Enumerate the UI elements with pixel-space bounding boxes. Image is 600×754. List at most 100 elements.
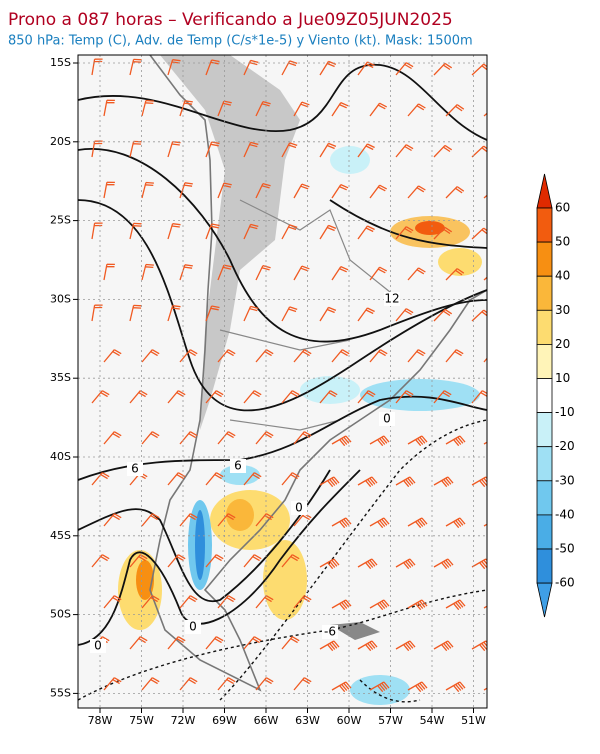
wind-barb	[167, 554, 186, 568]
colorbar-cap	[536, 582, 553, 618]
colorbar-box	[536, 378, 553, 413]
colorbar-label: -40	[555, 507, 575, 521]
wind-barb	[179, 264, 193, 281]
contour-label: 0	[295, 501, 303, 515]
wind-barb	[407, 267, 426, 281]
wind-barb	[243, 636, 262, 650]
wind-barb	[91, 140, 103, 158]
wind-barb	[129, 304, 142, 322]
wind-barb	[141, 513, 160, 527]
wind-barb	[471, 640, 487, 652]
wind-barb	[319, 60, 337, 76]
lat-label: 20S	[50, 135, 71, 148]
wind-barb	[205, 554, 224, 568]
wind-barb	[395, 640, 416, 652]
wind-barb	[407, 185, 426, 199]
wind-barb	[369, 681, 390, 693]
wind-barb	[281, 472, 300, 486]
lon-label: 54W	[420, 714, 445, 727]
wind-barb	[445, 349, 464, 363]
wind-barb	[293, 183, 310, 199]
wind-barb	[357, 225, 375, 240]
wind-barb	[255, 264, 271, 281]
contour-label-bg	[127, 462, 143, 476]
wind-barb	[357, 143, 375, 158]
wind-barb	[179, 595, 198, 609]
contour-label: 0	[189, 620, 197, 634]
wind-barb	[255, 349, 274, 363]
wind-barb	[141, 263, 154, 281]
wind-barb	[407, 349, 426, 363]
wind-barb	[407, 681, 428, 693]
wind-barb	[395, 476, 416, 488]
colorbar-label: -10	[555, 405, 575, 419]
wind-barb	[129, 636, 148, 650]
wind-barb	[331, 349, 350, 363]
wind-barb	[293, 677, 312, 691]
wind-barb	[91, 58, 103, 76]
advection-area	[415, 221, 445, 235]
colorbar-box	[536, 275, 553, 311]
wind-barb	[293, 101, 310, 117]
wind-barb	[243, 141, 259, 158]
wind-barb	[217, 513, 236, 527]
wind-barb	[331, 184, 349, 199]
wind-barb	[369, 517, 390, 529]
wind-barb	[319, 142, 337, 158]
wind-barb	[433, 558, 454, 570]
wind-barb	[243, 390, 262, 404]
wind-barb	[433, 308, 453, 322]
wind-barb	[281, 390, 300, 404]
wind-barb	[369, 266, 388, 281]
wind-barb	[445, 186, 465, 199]
lon-label: 69W	[212, 714, 237, 727]
lat-label: 55S	[50, 686, 71, 699]
wind-barb	[433, 226, 453, 240]
contour-label-bg	[322, 625, 338, 639]
wind-barb	[319, 558, 340, 570]
wind-barb	[281, 224, 298, 240]
wind-barb	[179, 100, 193, 117]
wind-barb	[369, 102, 388, 117]
wind-barb	[217, 100, 232, 117]
wind-barb	[217, 595, 236, 609]
wind-barb	[217, 349, 236, 363]
wind-barb	[369, 599, 390, 611]
wind-barb	[319, 476, 340, 488]
contour-label-bg	[185, 620, 201, 634]
wind-barb	[471, 558, 487, 570]
wind-barb	[141, 99, 154, 117]
colorbar: 60 50 40 30 20 10 -10 -20 -30 -40 -50 -60	[536, 173, 575, 618]
wind-barb	[205, 390, 224, 404]
wind-barb	[433, 476, 454, 488]
colorbar-label: 30	[555, 303, 570, 317]
map-frame	[77, 54, 488, 709]
wind-barb	[483, 112, 487, 117]
wind-barb	[331, 517, 352, 529]
colorbar-box	[536, 207, 553, 243]
colorbar-label: 50	[555, 235, 570, 249]
wind-barb	[407, 103, 426, 117]
wind-barb	[319, 390, 338, 404]
wind-barb	[243, 305, 259, 322]
wind-barb	[483, 194, 487, 199]
wind-barb	[331, 102, 349, 117]
title: Prono a 087 horas – Verificando a Jue09Z…	[8, 10, 453, 30]
lon-label: 66W	[254, 714, 279, 727]
colorbar-label: -20	[555, 439, 575, 453]
coastline	[149, 55, 487, 692]
wind-barb	[293, 595, 312, 609]
wind-barb	[167, 636, 186, 650]
wind-barb	[395, 308, 414, 322]
wind-barb	[407, 435, 428, 447]
colorbar-box	[536, 446, 553, 482]
wind-barb	[129, 222, 142, 240]
wind-barb	[331, 266, 349, 281]
wind-barb	[129, 58, 142, 76]
wind-barb	[103, 431, 122, 445]
wind-barb	[433, 62, 453, 76]
lat-label: 35S	[50, 371, 71, 384]
lon-label: 51W	[461, 714, 486, 727]
wind-barb	[369, 435, 390, 447]
